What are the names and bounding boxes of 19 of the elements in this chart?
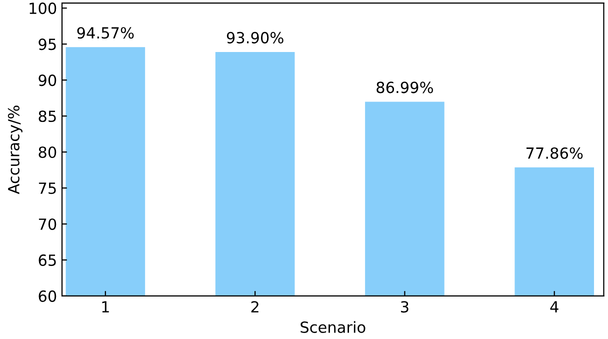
x-tick-label: 3 (401, 301, 408, 313)
data-label: 86.99% (376, 82, 433, 94)
y-tick-label: 60 (38, 290, 56, 302)
y-tick-label: 65 (38, 254, 56, 266)
data-label: 77.86% (526, 147, 583, 159)
y-tick-label: 70 (38, 218, 56, 230)
y-tick-label: 90 (38, 74, 56, 86)
x-tick-label: 4 (550, 301, 558, 312)
x-tick-label: 1 (102, 301, 109, 312)
y-tick-label: 75 (38, 182, 56, 194)
x-axis-title: Scenario (300, 321, 366, 333)
x-tick-label: 2 (251, 301, 258, 312)
y-axis-title: Accuracy/% (8, 106, 22, 194)
y-tick-label: 80 (38, 146, 56, 158)
y-tick-label: 85 (38, 110, 56, 122)
data-label: 93.90% (226, 32, 284, 44)
y-tick-label: 95 (38, 38, 56, 50)
data-label: 94.57% (77, 27, 134, 39)
y-tick-label: 100 (30, 2, 56, 14)
